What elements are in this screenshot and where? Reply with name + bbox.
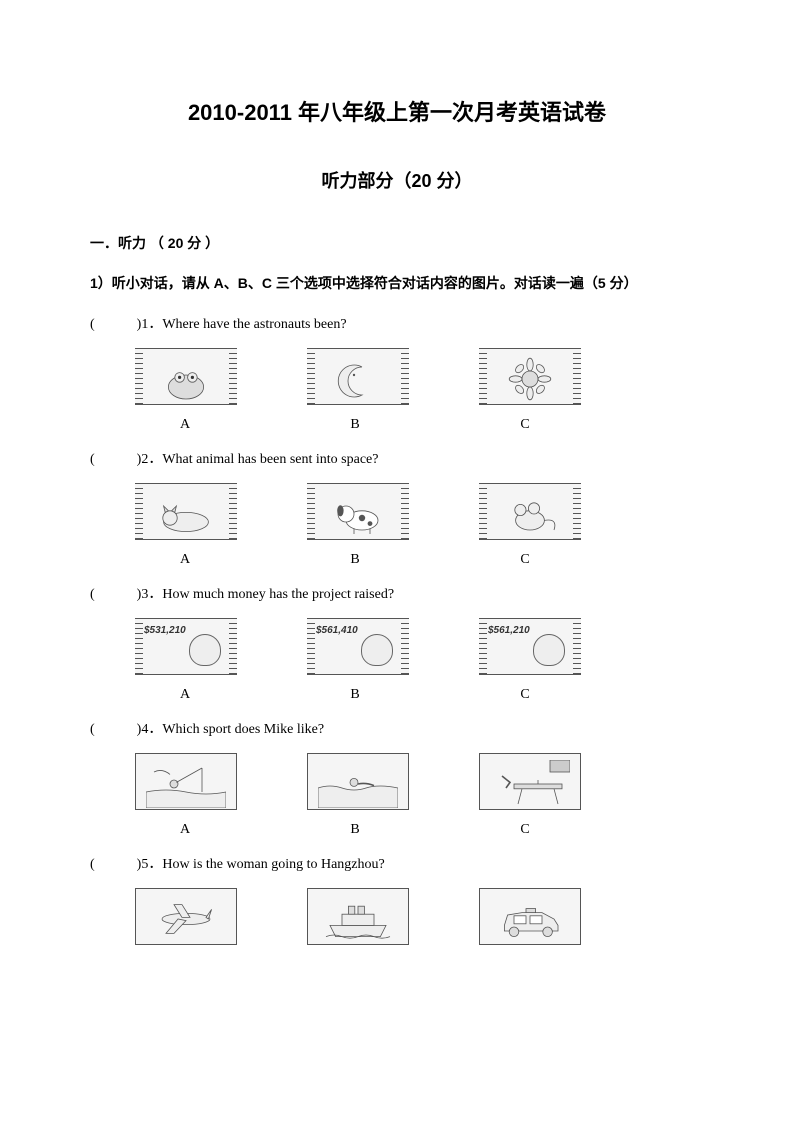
money-bag-icon — [189, 634, 221, 666]
exam-page: 2010-2011 年八年级上第一次月考英语试卷 听力部分（20 分） 一．听力… — [0, 0, 794, 1123]
question-3-images: $531,210 $561,410 $561,210 — [135, 618, 704, 675]
section-header: 一．听力 （ 20 分 ） — [90, 233, 704, 253]
option-label-C: C — [475, 417, 575, 433]
swimming-scene-icon — [307, 753, 409, 810]
option-label-B: B — [305, 687, 405, 703]
option-label-B: B — [305, 822, 405, 838]
money-bag-icon: $561,410 — [307, 618, 409, 675]
option-label-A: A — [135, 822, 235, 838]
question-4-images — [135, 753, 704, 810]
answer-blank[interactable]: ( ) — [90, 587, 141, 602]
option-label-A: A — [135, 552, 235, 568]
question-3: ( )3．How much money has the project rais… — [90, 583, 704, 603]
question-5: ( )5．How is the woman going to Hangzhou? — [90, 853, 704, 873]
question-1: ( )1．Where have the astronauts been? — [90, 313, 704, 333]
question-2: ( )2．What animal has been sent into spac… — [90, 448, 704, 468]
taxi-car-icon — [479, 888, 581, 945]
answer-blank[interactable]: ( ) — [90, 317, 141, 332]
option-label-A: A — [135, 417, 235, 433]
answer-blank[interactable]: ( ) — [90, 857, 141, 872]
option-label-A: A — [135, 687, 235, 703]
question-4: ( )4．Which sport does Mike like? — [90, 718, 704, 738]
mouse-cartoon-icon — [479, 483, 581, 540]
money-amount: $531,210 — [144, 625, 186, 636]
page-subtitle: 听力部分（20 分） — [90, 167, 704, 193]
option-label-C: C — [475, 687, 575, 703]
question-4-labels: A B C — [135, 822, 704, 838]
option-label-C: C — [475, 552, 575, 568]
airplane-icon — [135, 888, 237, 945]
question-1-images — [135, 348, 704, 405]
cat-lying-icon — [135, 483, 237, 540]
question-1-labels: A B C — [135, 417, 704, 433]
fishing-scene-icon — [135, 753, 237, 810]
option-label-C: C — [475, 822, 575, 838]
question-2-images — [135, 483, 704, 540]
money-bag-icon: $561,210 — [479, 618, 581, 675]
question-3-labels: A B C — [135, 687, 704, 703]
moon-cartoon-icon — [307, 348, 409, 405]
money-bag-icon: $531,210 — [135, 618, 237, 675]
sunflower-cartoon-icon — [479, 348, 581, 405]
frog-cartoon-icon — [135, 348, 237, 405]
ship-icon — [307, 888, 409, 945]
instruction-text: 1）听小对话，请从 A、B、C 三个选项中选择符合对话内容的图片。对话读一遍（5… — [90, 273, 704, 293]
questions-container: ( )1．Where have the astronauts been? A B C (… — [90, 313, 704, 945]
money-bag-icon — [533, 634, 565, 666]
question-2-labels: A B C — [135, 552, 704, 568]
dog-spotted-icon — [307, 483, 409, 540]
answer-blank[interactable]: ( ) — [90, 722, 141, 737]
money-amount: $561,210 — [488, 625, 530, 636]
money-bag-icon — [361, 634, 393, 666]
option-label-B: B — [305, 552, 405, 568]
question-5-images — [135, 888, 704, 945]
option-label-B: B — [305, 417, 405, 433]
table-tennis-scene-icon — [479, 753, 581, 810]
page-title: 2010-2011 年八年级上第一次月考英语试卷 — [90, 95, 704, 127]
money-amount: $561,410 — [316, 625, 358, 636]
answer-blank[interactable]: ( ) — [90, 452, 141, 467]
